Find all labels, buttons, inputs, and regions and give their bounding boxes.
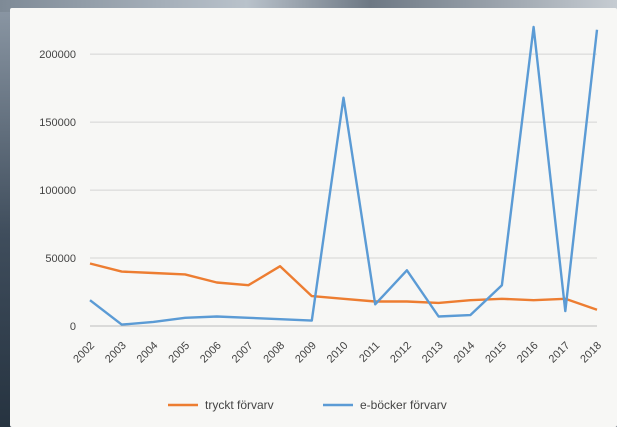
y-tick-label: 0 bbox=[70, 321, 76, 333]
x-tick-label: 2017 bbox=[547, 340, 573, 366]
series-line-tryckt bbox=[89, 262, 598, 311]
x-tick-label: 2007 bbox=[230, 340, 256, 366]
x-tick-label: 2008 bbox=[261, 340, 287, 366]
y-tick-label: 100000 bbox=[39, 185, 76, 197]
x-tick-label: 2014 bbox=[452, 340, 478, 366]
chart-sheet bbox=[10, 8, 617, 427]
x-axis-ticks: 2002 2003 2004 2005 2006 2007 2008 2009 2010 2011… bbox=[71, 340, 604, 366]
x-tick-label: 2011 bbox=[357, 340, 382, 365]
y-tick-label: 50000 bbox=[45, 253, 76, 265]
y-tick-label: 150000 bbox=[39, 117, 76, 129]
x-tick-label: 2016 bbox=[515, 340, 541, 366]
x-tick-label: 2002 bbox=[71, 340, 97, 366]
legend-label: tryckt förvarv bbox=[205, 398, 274, 412]
gridlines bbox=[90, 53, 597, 327]
x-tick-label: 2006 bbox=[198, 340, 224, 366]
x-tick-label: 2018 bbox=[578, 340, 604, 366]
x-tick-label: 2003 bbox=[103, 340, 129, 366]
series-line-ebocker bbox=[89, 25, 599, 326]
x-tick-label: 2012 bbox=[388, 340, 414, 366]
y-tick-label: 200000 bbox=[39, 49, 76, 61]
x-tick-label: 2005 bbox=[166, 340, 192, 366]
x-tick-label: 2013 bbox=[420, 340, 446, 366]
series-lines bbox=[89, 25, 599, 326]
x-tick-label: 2004 bbox=[135, 340, 161, 366]
legend: tryckt förvarv e-böcker förvarv bbox=[168, 398, 447, 412]
y-axis-ticks: 0 50000 100000 150000 200000 bbox=[39, 49, 76, 333]
x-tick-label: 2009 bbox=[293, 340, 319, 366]
legend-label: e-böcker förvarv bbox=[360, 398, 447, 412]
x-tick-label: 2010 bbox=[325, 340, 351, 366]
x-tick-label: 2015 bbox=[483, 340, 509, 366]
